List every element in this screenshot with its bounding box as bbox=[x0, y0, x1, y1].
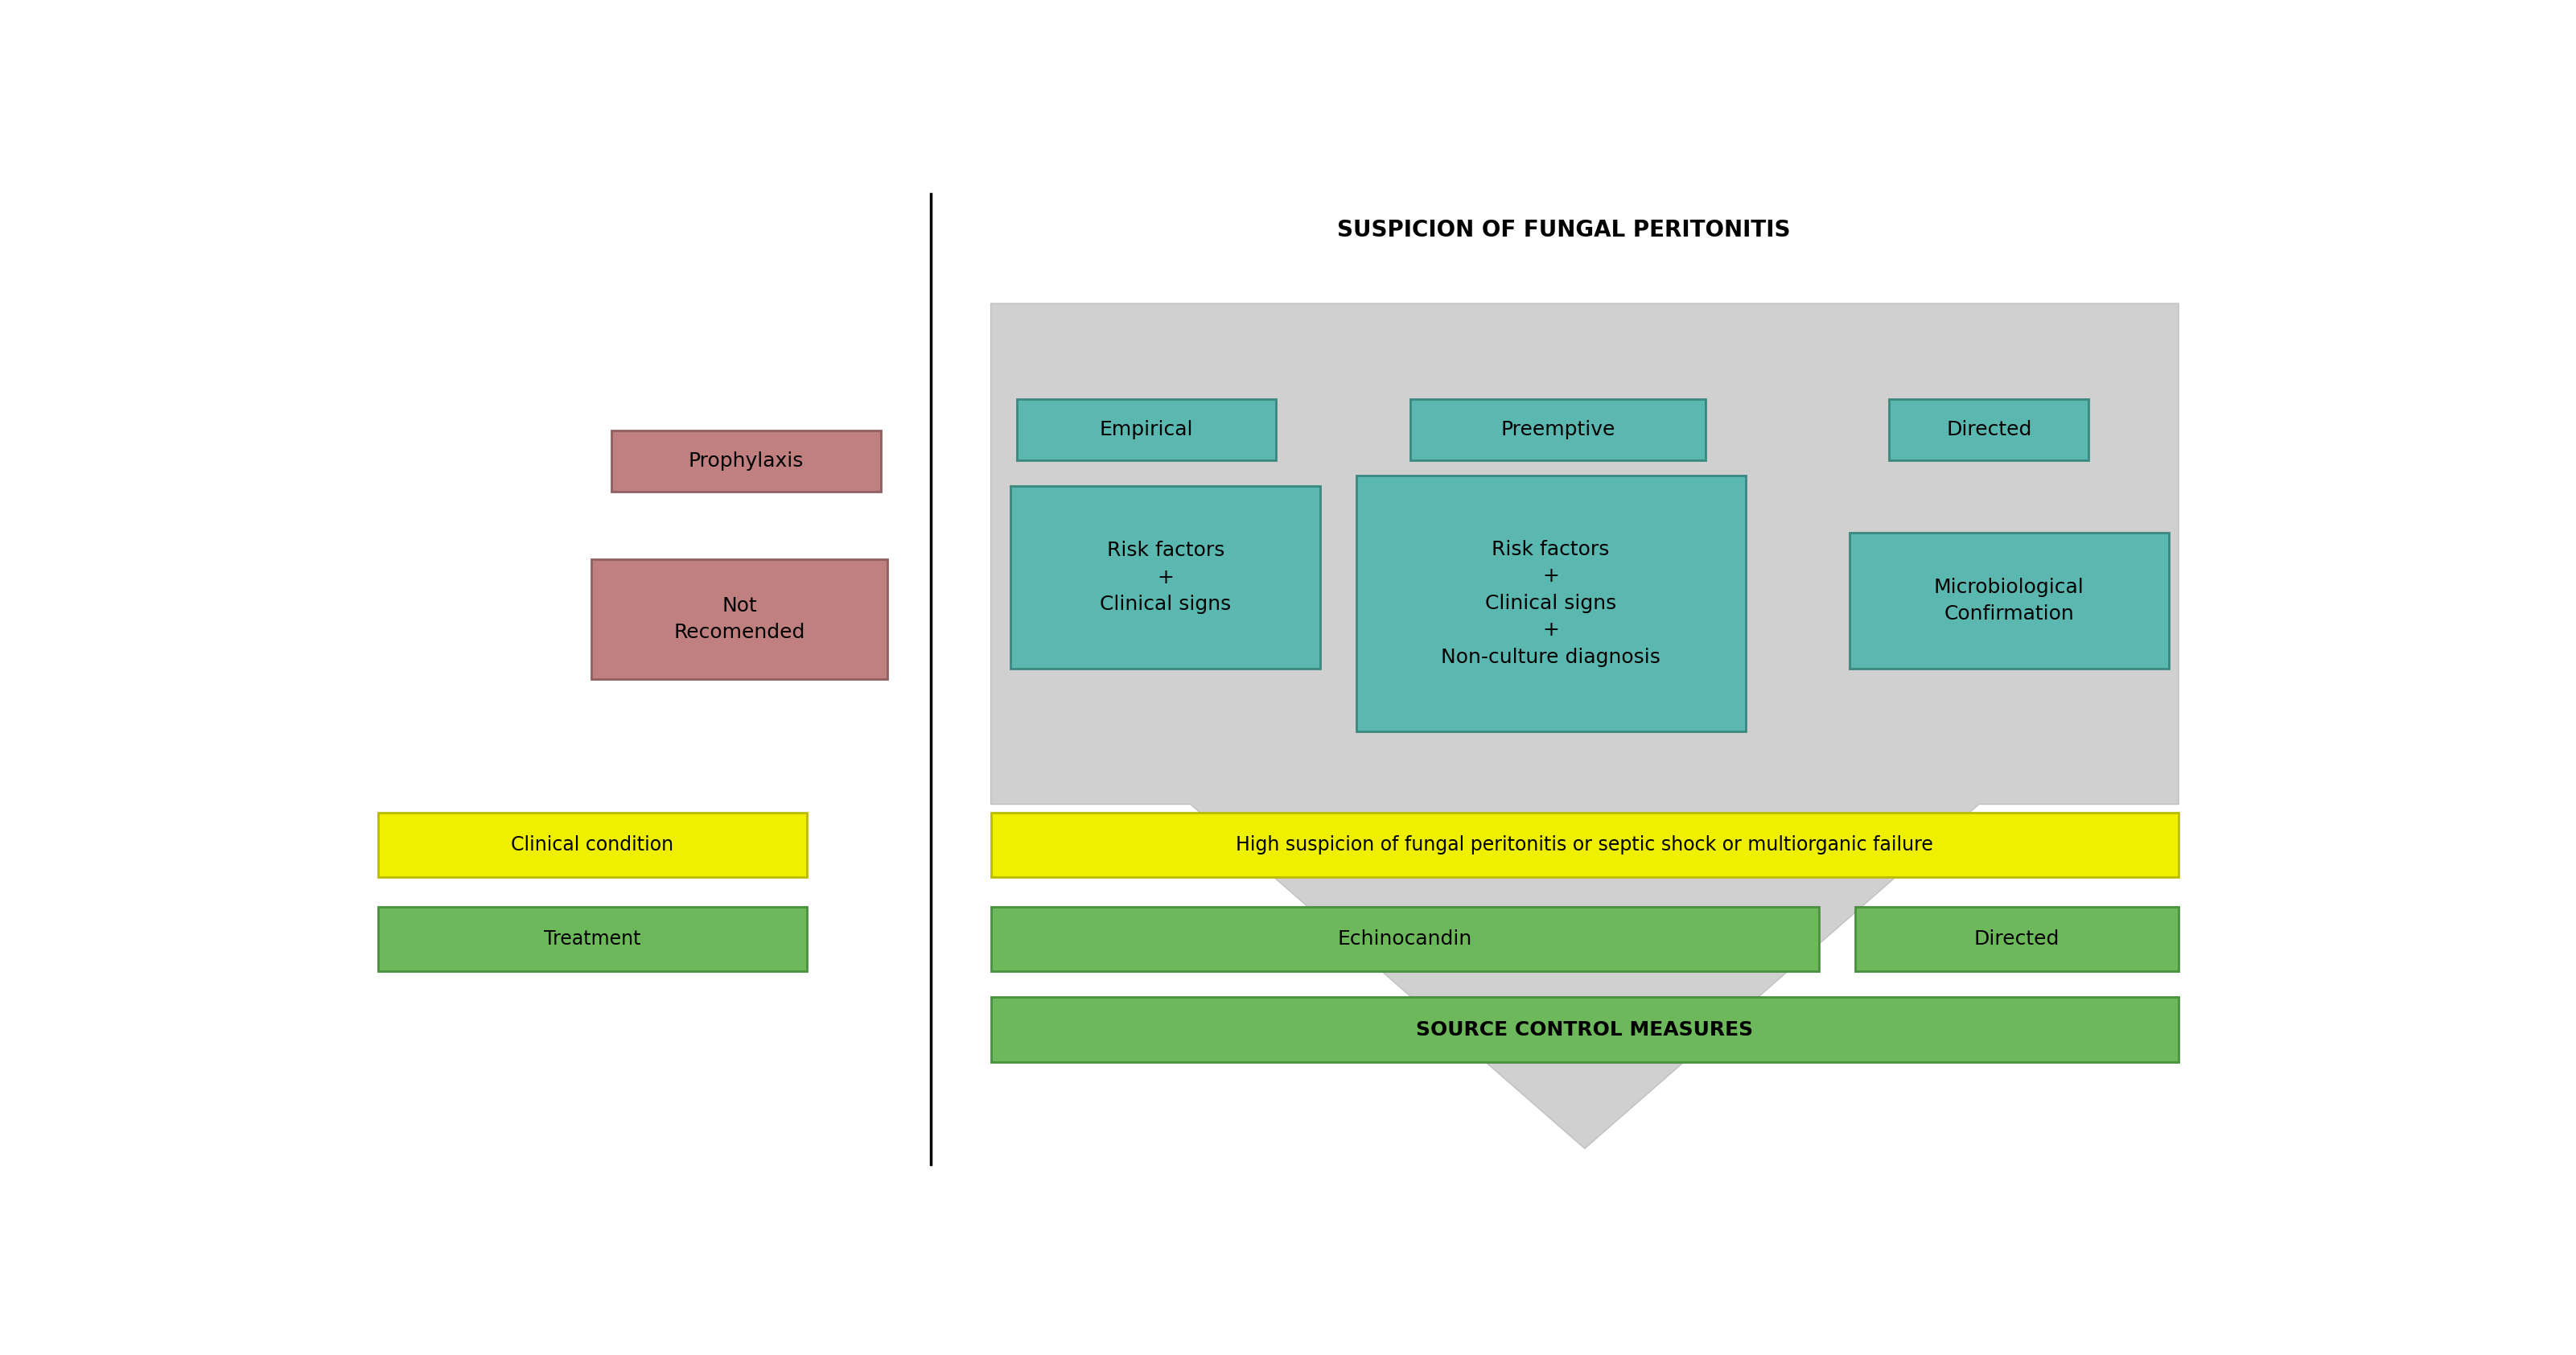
Text: SUSPICION OF FUNGAL PERITONITIS: SUSPICION OF FUNGAL PERITONITIS bbox=[1337, 220, 1790, 241]
Text: Preemptive: Preemptive bbox=[1499, 420, 1615, 439]
Text: SOURCE CONTROL MEASURES: SOURCE CONTROL MEASURES bbox=[1417, 1020, 1754, 1039]
FancyBboxPatch shape bbox=[1010, 486, 1321, 668]
FancyBboxPatch shape bbox=[592, 560, 886, 679]
Text: Clinical condition: Clinical condition bbox=[510, 835, 675, 855]
Text: Directed: Directed bbox=[1947, 420, 2032, 439]
FancyBboxPatch shape bbox=[1888, 400, 2089, 459]
FancyBboxPatch shape bbox=[1409, 400, 1705, 459]
FancyBboxPatch shape bbox=[1850, 533, 2169, 668]
Polygon shape bbox=[992, 304, 2179, 1149]
Text: Echinocandin: Echinocandin bbox=[1337, 930, 1473, 948]
FancyBboxPatch shape bbox=[1355, 476, 1747, 732]
FancyBboxPatch shape bbox=[992, 906, 1819, 972]
FancyBboxPatch shape bbox=[611, 431, 881, 492]
Text: Empirical: Empirical bbox=[1100, 420, 1193, 439]
FancyBboxPatch shape bbox=[992, 813, 2179, 877]
Text: Microbiological
Confirmation: Microbiological Confirmation bbox=[1935, 577, 2084, 623]
Text: Prophylaxis: Prophylaxis bbox=[688, 451, 804, 470]
Text: High suspicion of fungal peritonitis or septic shock or multiorganic failure: High suspicion of fungal peritonitis or … bbox=[1236, 835, 1935, 855]
Text: Directed: Directed bbox=[1973, 930, 2061, 948]
FancyBboxPatch shape bbox=[992, 997, 2179, 1062]
Text: Treatment: Treatment bbox=[544, 930, 641, 948]
FancyBboxPatch shape bbox=[1018, 400, 1275, 459]
FancyBboxPatch shape bbox=[379, 906, 806, 972]
Text: Risk factors
+
Clinical signs
+
Non-culture diagnosis: Risk factors + Clinical signs + Non-cult… bbox=[1440, 539, 1662, 667]
Text: Not
Recomended: Not Recomended bbox=[672, 596, 804, 642]
FancyBboxPatch shape bbox=[379, 813, 806, 877]
Text: Risk factors
+
Clinical signs: Risk factors + Clinical signs bbox=[1100, 541, 1231, 614]
FancyBboxPatch shape bbox=[1855, 906, 2179, 972]
